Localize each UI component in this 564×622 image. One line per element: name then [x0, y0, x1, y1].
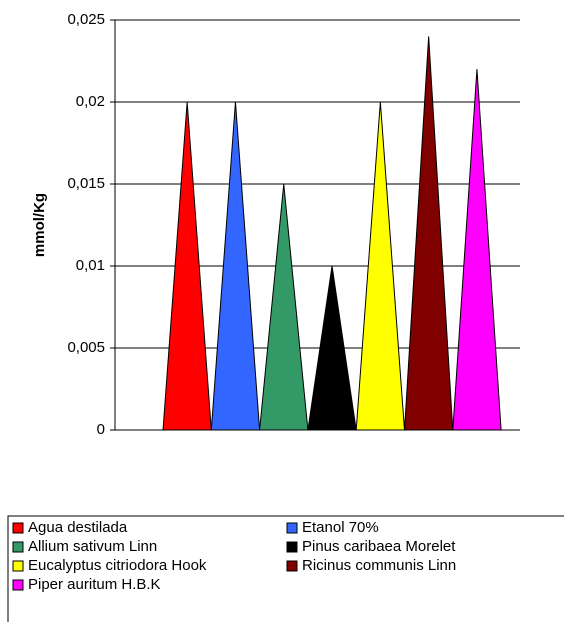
legend-label: Pinus caribaea Morelet — [302, 538, 456, 555]
y-tick-label: 0,025 — [67, 11, 105, 28]
legend-label: Etanol 70% — [302, 519, 379, 536]
y-tick-label: 0,02 — [76, 93, 105, 110]
bar — [259, 183, 309, 431]
legend-swatch — [12, 560, 24, 572]
legend-swatch — [12, 522, 24, 534]
y-tick-label: 0,005 — [67, 339, 105, 356]
legend-swatch — [286, 560, 298, 572]
bar — [355, 101, 406, 431]
legend-label: Eucalyptus citriodora Hook — [28, 557, 207, 574]
bar — [403, 36, 454, 431]
y-tick-label: 0 — [97, 421, 105, 438]
legend-label: Ricinus communis Linn — [302, 557, 456, 574]
y-tick-label: 0,01 — [76, 257, 105, 274]
legend-swatch — [12, 579, 24, 591]
legend-label: Allium sativum Linn — [28, 538, 157, 555]
bar — [307, 265, 357, 431]
legend-box — [7, 515, 564, 622]
y-axis-label: mmol/Kg — [31, 193, 48, 257]
y-tick-label: 0,015 — [67, 175, 105, 192]
bar — [210, 101, 261, 431]
legend-label: Piper auritum H.B.K — [28, 576, 161, 593]
legend-label: Agua destilada — [28, 519, 128, 536]
legend-swatch — [12, 541, 24, 553]
legend-swatch — [286, 541, 298, 553]
legend-swatch — [286, 522, 298, 534]
bar — [452, 69, 502, 431]
bar — [162, 101, 212, 431]
